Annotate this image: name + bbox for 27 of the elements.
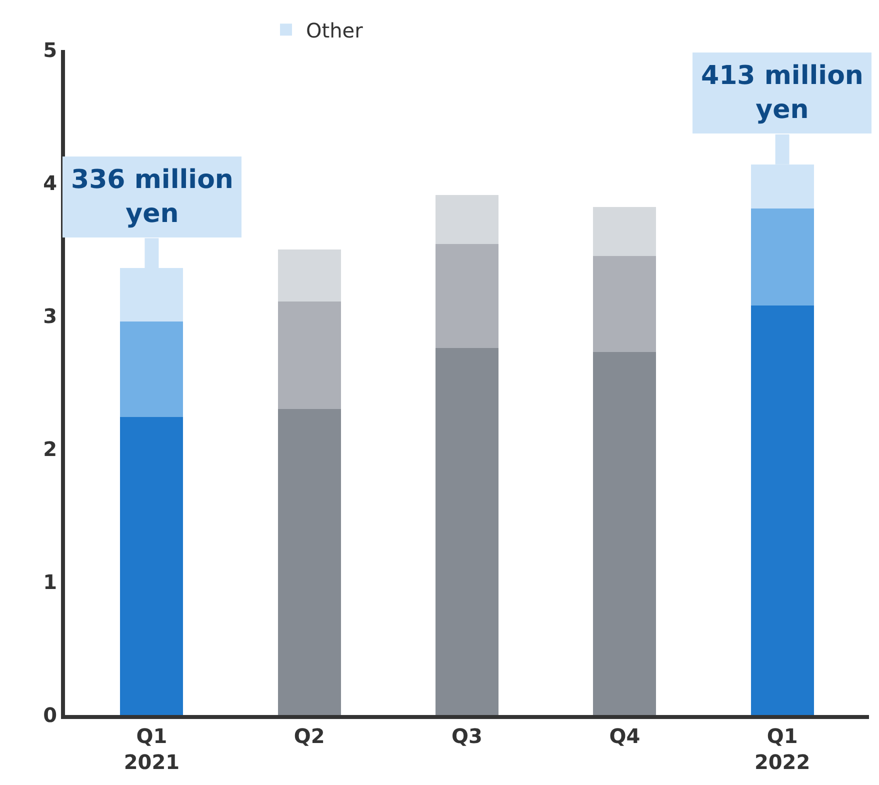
- bar: [435, 348, 499, 715]
- y-tick-label: 4: [43, 171, 57, 195]
- legend-label: Other: [306, 18, 364, 42]
- bar: [593, 206, 656, 256]
- x-tick-label: Q4: [609, 724, 640, 748]
- y-tick-label: 1: [43, 570, 57, 594]
- bar: [750, 208, 814, 306]
- y-tick-label: 0: [43, 703, 57, 727]
- bar: [435, 244, 499, 348]
- bar: [120, 321, 184, 418]
- y-tick-label: 5: [43, 38, 57, 62]
- annotation: 413 million yen: [701, 61, 864, 125]
- y-tick-label: 2: [43, 437, 57, 461]
- bar: [278, 301, 341, 410]
- y-tick-label: 3: [43, 304, 57, 328]
- x-tick-label: Q1 2022: [754, 724, 810, 774]
- x-tick-label: Q3: [452, 724, 482, 748]
- x-tick-label: Q2: [294, 724, 325, 748]
- bar: [750, 305, 814, 715]
- bar: [278, 409, 341, 715]
- x-tick-label: Q1 2021: [124, 724, 180, 774]
- bar: [593, 256, 656, 352]
- bar: [120, 417, 184, 715]
- bar: [435, 194, 499, 244]
- bar: [278, 250, 341, 302]
- annotation: 336 million yen: [71, 165, 234, 229]
- bar: [593, 352, 656, 715]
